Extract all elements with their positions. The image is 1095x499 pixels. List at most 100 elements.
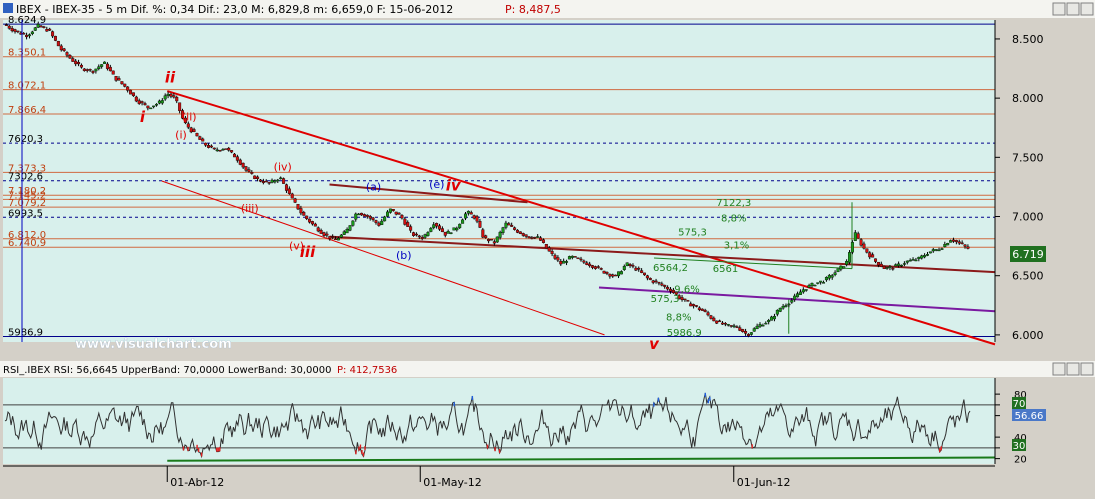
candle-body <box>801 289 805 293</box>
candle-body <box>547 247 551 252</box>
candle-body <box>218 150 222 152</box>
candle-body <box>741 329 745 333</box>
candle-body <box>198 136 202 140</box>
candle-body <box>215 149 219 152</box>
candle-body <box>53 35 57 41</box>
candle-body <box>816 282 820 284</box>
minimize-icon[interactable] <box>1052 2 1066 16</box>
candle-body <box>822 282 826 284</box>
candle-body <box>868 252 872 258</box>
candle-body <box>752 328 756 332</box>
candle-body <box>438 225 442 230</box>
candle-body <box>186 123 190 128</box>
candle-body <box>334 238 338 241</box>
candle-body <box>305 215 309 220</box>
candle-body <box>114 76 118 81</box>
candle-body <box>13 29 17 32</box>
candle-body <box>689 303 693 307</box>
rsi-window-controls <box>1052 362 1094 376</box>
candle-body <box>504 222 508 228</box>
candle-body <box>181 110 185 119</box>
wave-label: (a) <box>366 180 381 193</box>
candle-body <box>27 34 31 37</box>
wave-annotations: iii(ii)(i)(iv)(iii)(v)iii(a) (e) iv(b)v575… <box>140 69 751 353</box>
candle-body <box>183 117 187 124</box>
candle-body <box>651 280 655 283</box>
candle-body <box>7 25 11 29</box>
candle-body <box>195 132 199 137</box>
candle-body <box>501 227 505 233</box>
candle-body <box>596 266 600 268</box>
candle-body <box>949 240 953 243</box>
candle-body <box>608 273 612 277</box>
trendline <box>598 286 996 313</box>
level-label: 8.072,1 <box>8 81 46 92</box>
candle-body <box>544 244 548 249</box>
candle-body <box>894 264 898 267</box>
candle-body <box>420 237 424 239</box>
y-tick-label: 7.000 <box>1012 211 1044 224</box>
level-label: 7620,3 <box>8 134 43 145</box>
candle-body <box>720 322 724 325</box>
candle-body <box>588 263 592 267</box>
candle-body <box>674 291 678 295</box>
wave-label: 575,3 <box>678 227 707 238</box>
candle-body <box>735 326 739 328</box>
candle-body <box>515 229 519 233</box>
maximize-icon[interactable] <box>1066 2 1080 16</box>
candle-body <box>140 101 144 104</box>
rsi-extreme-marks <box>182 392 942 457</box>
candle-body <box>308 218 312 223</box>
candle-body <box>155 103 159 106</box>
candle-body <box>966 246 970 249</box>
candle-body <box>68 55 72 59</box>
candle-body <box>94 68 98 72</box>
candle-body <box>397 212 401 215</box>
candle-body <box>570 255 574 258</box>
candle-body <box>316 227 320 232</box>
candle-body <box>617 271 621 277</box>
level-label: 6.740,9 <box>8 238 46 249</box>
candle-body <box>810 282 814 286</box>
candle-body <box>290 193 294 199</box>
candle-body <box>706 312 710 316</box>
candle-body <box>120 81 124 85</box>
y-tick-label: 6.500 <box>1012 270 1044 283</box>
candle-body <box>313 223 317 227</box>
candle-body <box>582 260 586 263</box>
candle-body <box>579 258 583 261</box>
close-icon[interactable] <box>1080 2 1094 16</box>
candle-body <box>241 162 245 168</box>
rsi-close-icon[interactable] <box>1080 362 1094 376</box>
candle-body <box>830 275 834 278</box>
candle-body <box>328 236 332 239</box>
candle-body <box>798 291 802 295</box>
candle-body <box>963 244 967 247</box>
wave-label: i <box>140 108 146 126</box>
candle-body <box>74 60 78 65</box>
candle-body <box>807 285 811 288</box>
candle-body <box>738 327 742 331</box>
main-y-axis: 8.500 8.000 7.500 7.000 6.500 6.000 <box>995 33 1044 342</box>
candle-body <box>371 217 375 220</box>
current-price-badge: 6.719 <box>1010 246 1046 262</box>
rsi-maximize-icon[interactable] <box>1066 362 1080 376</box>
candle-body <box>640 270 644 273</box>
candle-body <box>790 300 794 303</box>
candle-body <box>631 265 635 267</box>
wave-label: (iv) <box>274 160 292 173</box>
candle-body <box>201 138 205 142</box>
candle-body <box>30 31 34 35</box>
candle-body <box>553 254 557 259</box>
rsi-upper-badge-bg <box>1012 397 1026 409</box>
candle-body <box>842 266 846 269</box>
candle-body <box>232 153 236 158</box>
candle-body <box>123 83 127 87</box>
candle-body <box>533 236 537 239</box>
rsi-minimize-icon[interactable] <box>1052 362 1066 376</box>
candle-body <box>905 260 909 263</box>
candle-body <box>772 316 776 320</box>
rsi-bands <box>3 404 995 449</box>
